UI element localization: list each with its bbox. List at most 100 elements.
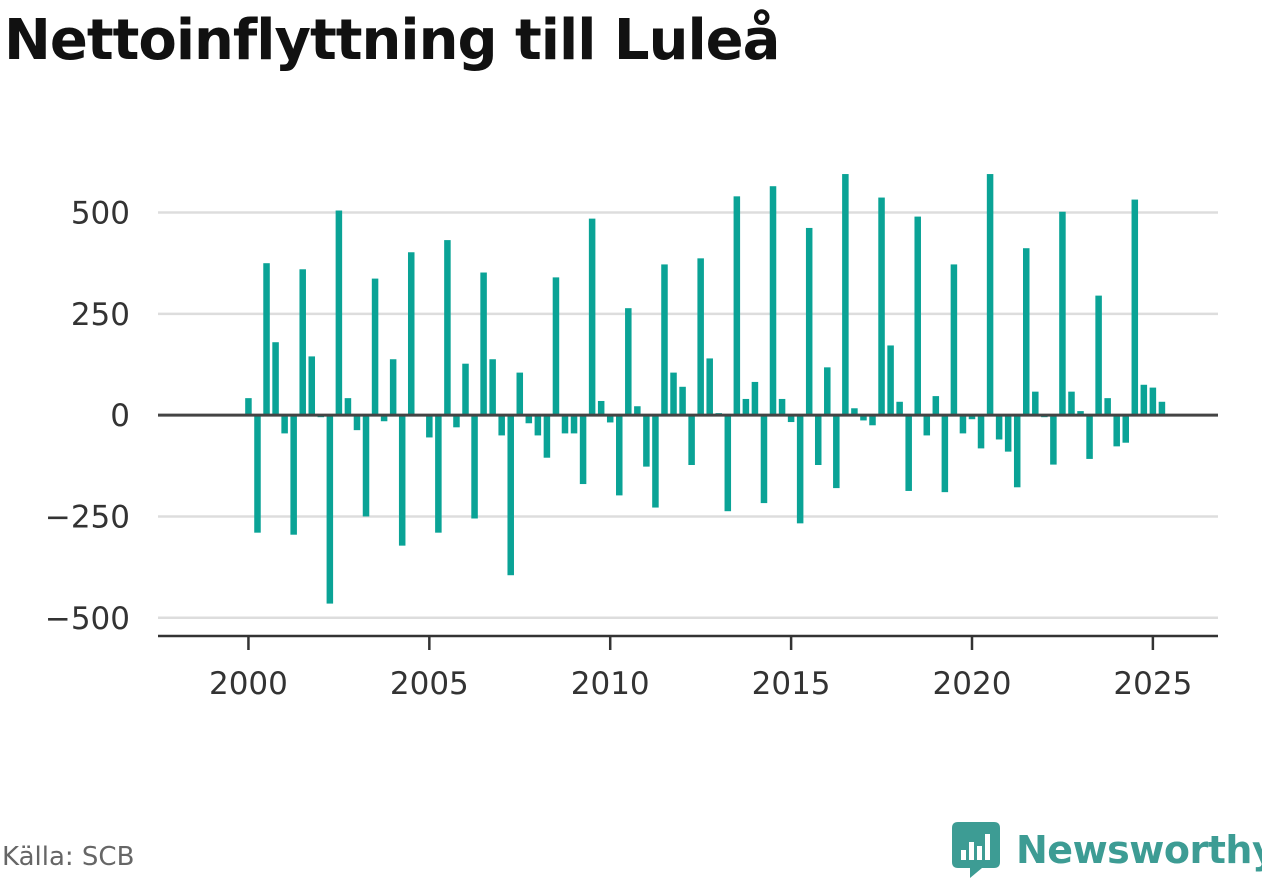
bar: [1050, 415, 1057, 465]
bar: [543, 415, 551, 458]
bar: [751, 381, 759, 416]
bar: [281, 415, 288, 434]
x-tick-label: 2020: [933, 666, 1012, 702]
y-tick-label: −250: [45, 499, 130, 535]
bar: [444, 240, 451, 416]
bar: [245, 398, 252, 416]
bar: [959, 415, 967, 434]
bar: [950, 264, 958, 416]
bar: [977, 415, 985, 449]
bar: [697, 258, 704, 416]
bar: [588, 218, 596, 416]
bar: [1149, 387, 1157, 416]
bar: [805, 227, 813, 416]
bar: [896, 401, 903, 416]
bar: [616, 415, 623, 496]
bar: [1122, 415, 1129, 443]
y-tick-label: 0: [110, 398, 130, 434]
bar: [1113, 415, 1120, 447]
bar: [525, 415, 533, 424]
bar: [1013, 415, 1021, 488]
bar: [561, 415, 569, 434]
bar: [1059, 211, 1066, 416]
bar: [878, 197, 885, 416]
bar: [1068, 391, 1075, 416]
y-tick-label: 250: [71, 297, 130, 333]
x-tick-label: 2005: [390, 666, 469, 702]
bar: [869, 415, 876, 426]
bar: [1104, 398, 1111, 416]
x-tick-label: 2000: [209, 666, 288, 702]
bar: [634, 406, 641, 416]
bar: [787, 415, 795, 423]
bar: [670, 372, 677, 416]
bar: [398, 415, 406, 546]
bar: [923, 415, 931, 436]
x-tick-label: 2025: [1113, 666, 1192, 702]
bar: [579, 415, 587, 485]
source-note: Källa: SCB: [2, 842, 135, 872]
y-tick-label: 500: [71, 196, 130, 232]
bar: [380, 415, 388, 422]
bar: [326, 415, 334, 604]
bar: [778, 398, 786, 416]
bar: [426, 415, 433, 438]
bar: [760, 415, 768, 504]
bar: [462, 363, 469, 416]
y-axis-tick-labels: 500 250 0 −250 −500: [45, 196, 130, 637]
bars: [245, 174, 1166, 604]
bar: [606, 415, 614, 423]
bar: [814, 415, 822, 465]
bar: [842, 174, 849, 416]
bar: [905, 415, 912, 491]
bar: [1023, 248, 1030, 416]
x-axis-tick-labels: 2000 2005 2010 2015 2020 2025: [209, 666, 1192, 702]
x-tick-label: 2010: [571, 666, 650, 702]
bar: [552, 277, 560, 416]
bar: [652, 415, 659, 508]
bar: [796, 415, 804, 524]
bar: [769, 186, 777, 416]
bar: [353, 415, 361, 431]
axes: [158, 413, 1218, 650]
bar: [290, 415, 297, 535]
bar: [887, 345, 894, 416]
bar: [516, 372, 524, 416]
bar: [489, 359, 496, 416]
brand-name: Newsworthy: [1016, 828, 1262, 872]
chart-title: Nettoinflyttning till Luleå: [4, 8, 780, 73]
bar: [507, 415, 514, 576]
gridlines: [158, 211, 1218, 620]
bar: [851, 408, 858, 416]
bar: [833, 415, 840, 489]
bar: [724, 415, 732, 512]
bar: [534, 415, 542, 436]
bar: [498, 415, 505, 436]
brand-logo: Newsworthy: [952, 820, 1262, 880]
bar: [742, 398, 750, 416]
bar: [643, 415, 650, 467]
bar: [914, 216, 921, 416]
bar: [706, 358, 713, 416]
bar: [335, 210, 343, 416]
bar: [435, 415, 442, 533]
bar: [860, 415, 867, 421]
bar: [1032, 391, 1039, 416]
bar: [1140, 384, 1148, 416]
bar: [733, 196, 741, 416]
x-tick-label: 2015: [752, 666, 831, 702]
bar: [968, 415, 976, 420]
bar: [995, 415, 1003, 440]
bar: [986, 174, 994, 416]
bar: [1095, 295, 1102, 416]
y-tick-label: −500: [45, 601, 130, 637]
bar: [308, 356, 316, 416]
bar: [625, 308, 632, 416]
bar: [688, 415, 695, 465]
bar: [824, 367, 831, 416]
bar: [362, 415, 370, 517]
bar: [1086, 415, 1093, 459]
bar: [407, 252, 415, 416]
bar: [471, 415, 478, 519]
